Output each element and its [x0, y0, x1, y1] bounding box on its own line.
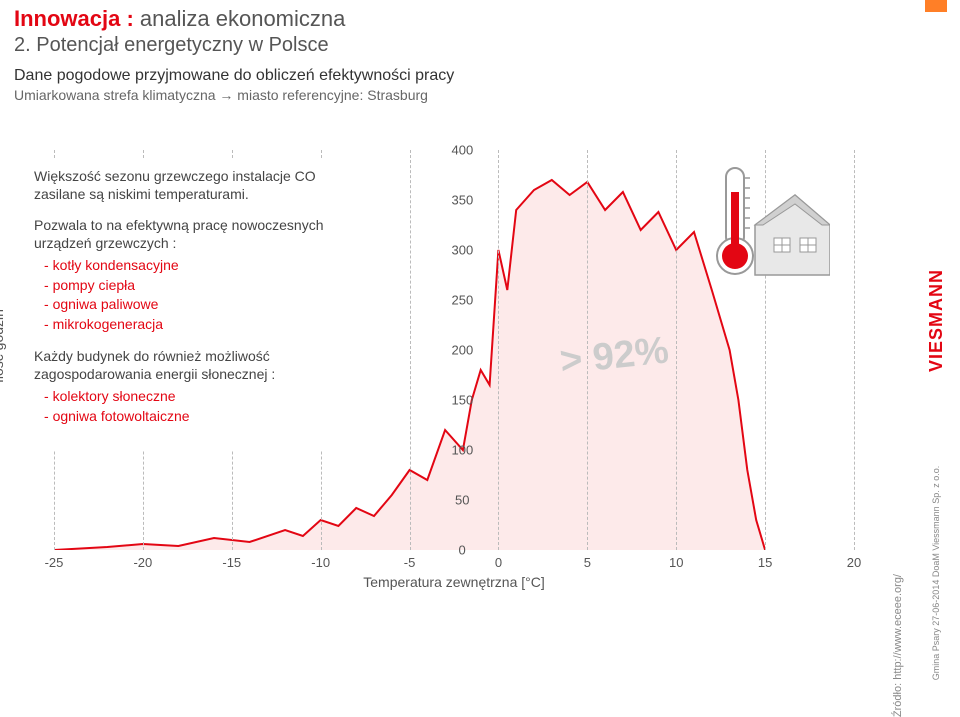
header: Innowacja : analiza ekonomiczna 2. Poten… [0, 0, 960, 57]
subtitle-block: Dane pogodowe przyjmowane do obliczeń ef… [0, 57, 960, 103]
y-tick-label: 300 [452, 243, 474, 258]
title-bold: Innowacja : [14, 6, 134, 31]
info-p1: Większość sezonu grzewczego instalacje C… [34, 168, 352, 203]
arrow-icon: → [219, 87, 233, 103]
x-tick-label: -10 [311, 555, 330, 570]
grid-line [410, 150, 411, 550]
info-list-item: pompy ciepła [44, 276, 352, 296]
illustration [700, 160, 830, 290]
house-icon [755, 195, 830, 275]
brand-sidebar: VIESMANN Gmina Psary 27-06-2014 DoaM Vie… [912, 30, 960, 628]
info-list1: kotły kondensacyjnepompy ciepłaogniwa pa… [34, 256, 352, 334]
x-tick-label: -5 [404, 555, 416, 570]
y-tick-label: 150 [452, 393, 474, 408]
x-tick-label: -15 [222, 555, 241, 570]
info-list-item: ogniwa fotowoltaiczne [44, 407, 352, 427]
y-tick-label: 200 [452, 343, 474, 358]
source-label: Źródło: http://www.eceee.org/ [892, 574, 904, 717]
page-title-line1: Innowacja : analiza ekonomiczna [14, 6, 946, 32]
x-tick-label: 0 [495, 555, 502, 570]
info-list2: kolektory słoneczneogniwa fotowoltaiczne [34, 387, 352, 426]
info-box: Większość sezonu grzewczego instalacje C… [28, 158, 358, 450]
x-tick-label: 15 [758, 555, 772, 570]
brand-icon [925, 0, 947, 12]
subtitle-post: miasto referencyjne: Strasburg [233, 87, 428, 103]
info-p3: Każdy budynek do również możliwość zagos… [34, 348, 352, 383]
info-p2: Pozwala to na efektywną pracę nowoczesny… [34, 217, 352, 252]
brand-name: VIESMANN [926, 268, 947, 371]
info-list-item: ogniwa paliwowe [44, 295, 352, 315]
subtitle-pre: Umiarkowana strefa klimatyczna [14, 87, 219, 103]
grid-line [676, 150, 677, 550]
page-title-line2: 2. Potencjał energetyczny w Polsce [14, 34, 946, 57]
x-tick-label: 20 [847, 555, 861, 570]
x-tick-label: -20 [133, 555, 152, 570]
y-tick-label: 100 [452, 443, 474, 458]
footer-credit: Gmina Psary 27-06-2014 DoaM Viessmann Sp… [931, 466, 941, 680]
subtitle-line1: Dane pogodowe przyjmowane do obliczeń ef… [14, 67, 946, 85]
info-list-item: mikrokogeneracja [44, 315, 352, 335]
title-rest: analiza ekonomiczna [134, 6, 346, 31]
y-axis-label: Ilość godzin [0, 309, 6, 383]
x-axis-label: Temperatura zewnętrzna [°C] [363, 574, 544, 590]
info-list-item: kotły kondensacyjne [44, 256, 352, 276]
x-tick-label: 5 [584, 555, 591, 570]
x-tick-label: -25 [45, 555, 64, 570]
grid-line [854, 150, 855, 550]
info-list-item: kolektory słoneczne [44, 387, 352, 407]
y-tick-label: 0 [459, 543, 466, 558]
y-tick-label: 350 [452, 193, 474, 208]
x-tick-label: 10 [669, 555, 683, 570]
thermometer-icon [717, 168, 753, 274]
grid-line [498, 150, 499, 550]
y-tick-label: 50 [455, 493, 469, 508]
y-tick-label: 400 [452, 143, 474, 158]
subtitle-line2: Umiarkowana strefa klimatyczna → miasto … [14, 87, 946, 103]
y-tick-label: 250 [452, 293, 474, 308]
